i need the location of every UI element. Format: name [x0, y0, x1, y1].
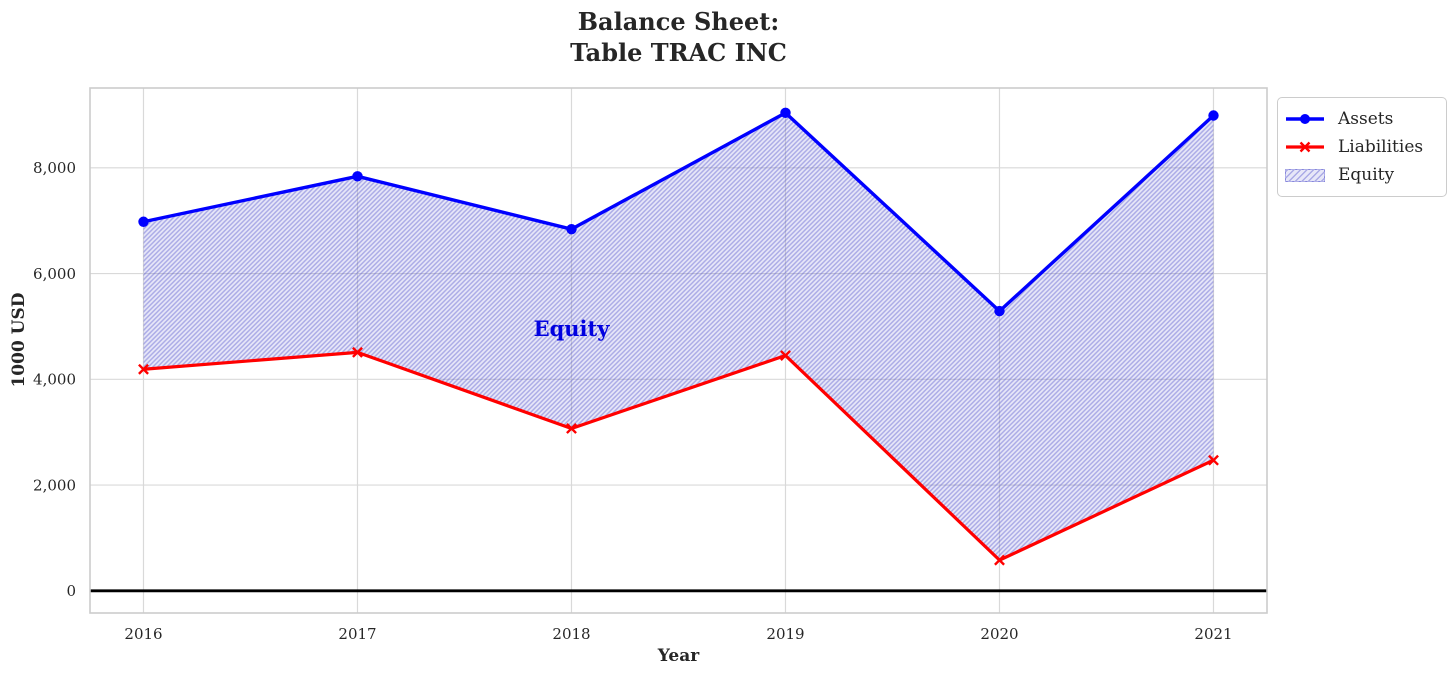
assets-marker: [566, 223, 577, 235]
chart-title-line2: Table TRAC INC: [570, 38, 787, 67]
liabilities-marker: [352, 346, 363, 358]
liabilities-marker: [566, 423, 577, 434]
y-tick-label: 2,000: [33, 476, 76, 494]
x-axis-label: Year: [657, 646, 700, 666]
assets-line: [143, 111, 1215, 313]
x-tick-label: 2016: [124, 625, 162, 643]
x-tick-label: 2018: [552, 625, 590, 643]
assets-marker: [352, 171, 363, 182]
assets-marker: [1208, 110, 1219, 121]
liabilities-marker: [1208, 454, 1219, 466]
assets-line-marker-icon: [1286, 114, 1324, 124]
liabilities-marker: [138, 363, 149, 375]
equity-annotation: Equity: [534, 316, 611, 341]
assets-marker: [994, 305, 1005, 317]
y-tick-label: 4,000: [33, 371, 76, 389]
liabilities-line: [143, 350, 1215, 562]
x-tick-label: 2017: [338, 625, 376, 643]
legend-item-liabilities: Liabilities: [1285, 133, 1437, 161]
y-axis-label: 1000 USD: [9, 292, 29, 388]
legend-item-assets: Assets: [1285, 105, 1437, 133]
legend-label-assets: Assets: [1338, 109, 1394, 129]
liabilities-marker: [780, 350, 791, 361]
equity-fill-region: [143, 112, 1214, 561]
assets-marker: [780, 107, 791, 119]
assets-marker: [138, 216, 149, 227]
x-tick-label: 2019: [766, 625, 804, 643]
legend-item-equity: Equity: [1285, 161, 1437, 189]
chart-title: Balance Sheet: Table TRAC INC: [90, 6, 1267, 68]
liabilities-marker: [994, 554, 1005, 566]
x-tick-label: 2020: [980, 625, 1018, 643]
plot-border: [89, 87, 1268, 614]
axis-tick-labels: 0 2,000 4,000 6,000 8,000 2016 2017 2018 2019 202…: [33, 159, 1233, 643]
equity-hatch-swatch-icon: [1285, 168, 1325, 182]
series-lines: [138, 107, 1219, 566]
x-tick-label: 2021: [1194, 625, 1232, 643]
legend-label-equity: Equity: [1338, 165, 1395, 185]
y-tick-label: 0: [66, 582, 76, 600]
equity-area: [143, 112, 1214, 561]
chart-title-line1: Balance Sheet:: [577, 7, 780, 36]
liabilities-line-marker-icon: [1286, 141, 1324, 153]
legend: Assets Liabilities Equity: [1277, 97, 1447, 197]
y-tick-label: 8,000: [33, 159, 76, 177]
y-tick-label: 6,000: [33, 265, 76, 283]
legend-label-liabilities: Liabilities: [1338, 137, 1424, 157]
